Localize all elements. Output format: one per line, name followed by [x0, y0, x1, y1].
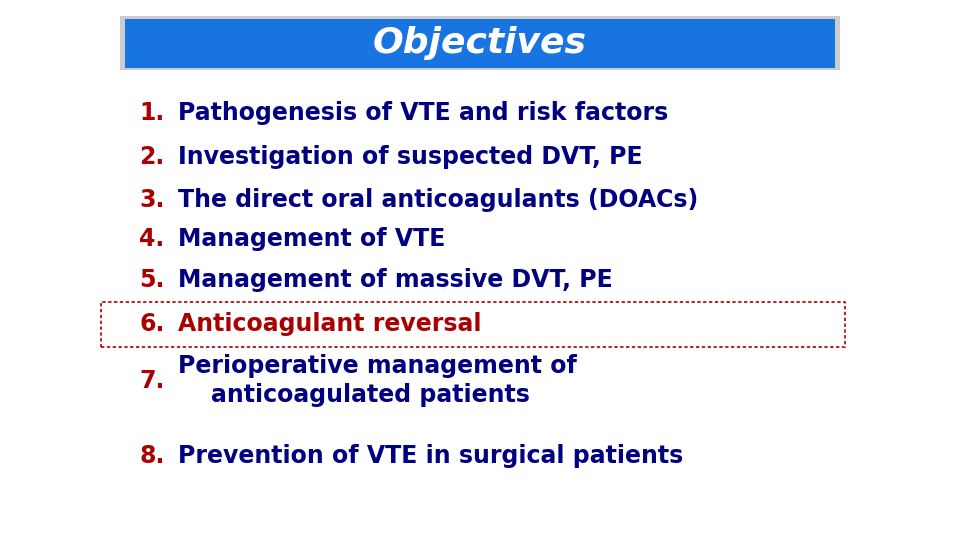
- FancyBboxPatch shape: [120, 16, 840, 70]
- Text: 3.: 3.: [139, 188, 164, 212]
- Text: Management of VTE: Management of VTE: [178, 227, 445, 251]
- Text: Anticoagulant reversal: Anticoagulant reversal: [178, 312, 481, 336]
- Text: Management of massive DVT, PE: Management of massive DVT, PE: [178, 268, 612, 292]
- Text: 8.: 8.: [139, 444, 164, 468]
- Text: 2.: 2.: [139, 145, 164, 168]
- Text: Investigation of suspected DVT, PE: Investigation of suspected DVT, PE: [178, 145, 642, 168]
- FancyBboxPatch shape: [125, 19, 835, 68]
- Text: 1.: 1.: [139, 102, 164, 125]
- Text: Objectives: Objectives: [373, 26, 587, 60]
- Text: 6.: 6.: [139, 312, 164, 336]
- Text: Perioperative management of
    anticoagulated patients: Perioperative management of anticoagulat…: [178, 354, 576, 407]
- Text: 5.: 5.: [139, 268, 164, 292]
- Text: Pathogenesis of VTE and risk factors: Pathogenesis of VTE and risk factors: [178, 102, 668, 125]
- Text: The direct oral anticoagulants (DOACs): The direct oral anticoagulants (DOACs): [178, 188, 698, 212]
- Text: 4.: 4.: [139, 227, 164, 251]
- Text: Prevention of VTE in surgical patients: Prevention of VTE in surgical patients: [178, 444, 683, 468]
- Text: 7.: 7.: [139, 369, 164, 393]
